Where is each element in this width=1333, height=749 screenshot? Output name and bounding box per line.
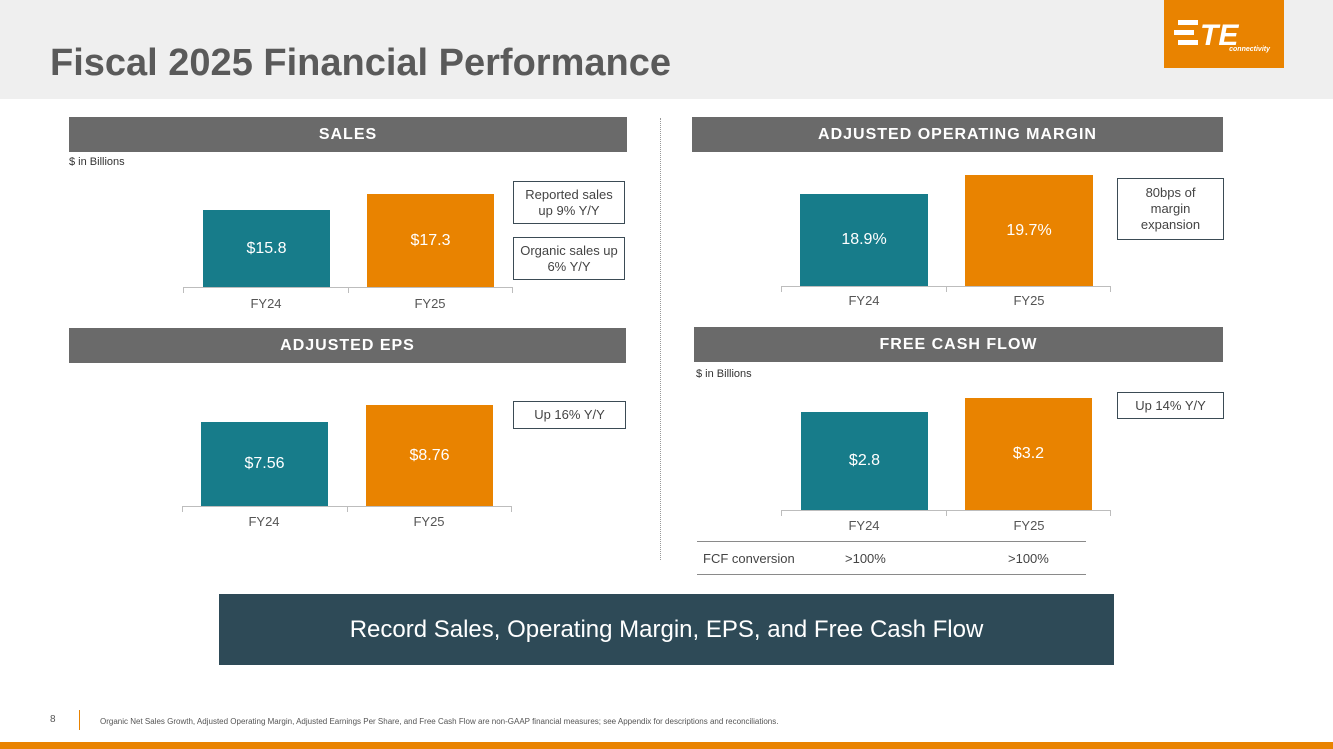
sales-label-fy24: $15.8	[246, 239, 287, 257]
margin-tick	[946, 286, 947, 292]
margin-label-fy24: 18.9%	[841, 231, 887, 248]
margin-label-fy25: 19.7%	[1006, 221, 1052, 239]
page-title: Fiscal 2025 Financial Performance	[50, 42, 671, 84]
eps-tick	[347, 506, 348, 512]
header	[0, 0, 1333, 99]
fcf-tick	[946, 510, 947, 516]
logo-text: TE	[1200, 19, 1239, 52]
sales-bar-fy24: $15.8	[203, 210, 330, 287]
fcf-cat-fy24: FY24	[848, 518, 880, 533]
sales-tick	[512, 287, 513, 293]
fcf-conversion-fy24: >100%	[845, 551, 886, 566]
footer-separator	[79, 710, 80, 730]
fcf-conversion-fy25: >100%	[1008, 551, 1049, 566]
sales-header: SALES	[69, 117, 627, 152]
te-logo-mark: TE	[1174, 19, 1239, 52]
fcf-bar-fy25: $3.2	[965, 398, 1092, 510]
page-number: 8	[50, 714, 56, 725]
eps-note: Up 16% Y/Y	[513, 401, 626, 429]
eps-cat-fy24: FY24	[248, 514, 280, 529]
eps-bar-fy25: $8.76	[366, 405, 493, 506]
fcf-header: FREE CASH FLOW	[694, 327, 1223, 362]
margin-tick	[781, 286, 782, 292]
fcf-unit: $ in Billions	[696, 368, 752, 380]
fcf-tick	[781, 510, 782, 516]
margin-bar-fy24: 18.9%	[800, 194, 928, 286]
eps-label-fy25: $8.76	[409, 446, 450, 464]
sales-note-organic: Organic sales up 6% Y/Y	[513, 237, 625, 280]
sales-bar-fy25: $17.3	[367, 194, 494, 287]
margin-tick	[1110, 286, 1111, 292]
fcf-conversion-row: FCF conversion >100% >100%	[697, 541, 1086, 575]
sales-tick	[183, 287, 184, 293]
sales-note-reported: Reported sales up 9% Y/Y	[513, 181, 625, 224]
bottom-accent-bar	[0, 742, 1333, 749]
margin-cat-fy25: FY25	[1013, 293, 1045, 308]
sales-unit: $ in Billions	[69, 156, 125, 168]
sales-cat-fy25: FY25	[414, 296, 446, 311]
te-logo: TE connectivity	[1164, 0, 1284, 68]
logo-subtext: connectivity	[1229, 46, 1270, 53]
sales-cat-fy24: FY24	[250, 296, 282, 311]
fcf-cat-fy25: FY25	[1013, 518, 1045, 533]
eps-bar-fy24: $7.56	[201, 422, 328, 506]
fcf-label-fy24: $2.8	[848, 452, 881, 469]
sales-tick	[348, 287, 349, 293]
footer-note: Organic Net Sales Growth, Adjusted Opera…	[100, 717, 779, 726]
fcf-label-fy25: $3.2	[1012, 445, 1045, 462]
fcf-conversion-label: FCF conversion	[703, 551, 795, 566]
eps-tick	[182, 506, 183, 512]
panel-divider	[660, 118, 661, 560]
margin-bar-fy25: 19.7%	[965, 175, 1093, 286]
margin-cat-fy24: FY24	[848, 293, 880, 308]
eps-cat-fy25: FY25	[413, 514, 445, 529]
margin-header: ADJUSTED OPERATING MARGIN	[692, 117, 1223, 152]
margin-note: 80bps of margin expansion	[1117, 178, 1224, 240]
fcf-tick	[1110, 510, 1111, 516]
eps-tick	[511, 506, 512, 512]
eps-label-fy24: $7.56	[244, 455, 285, 472]
summary-banner: Record Sales, Operating Margin, EPS, and…	[219, 594, 1114, 665]
fcf-note: Up 14% Y/Y	[1117, 392, 1224, 419]
fcf-bar-fy24: $2.8	[801, 412, 928, 510]
sales-label-fy25: $17.3	[410, 231, 451, 249]
eps-header: ADJUSTED EPS	[69, 328, 626, 363]
